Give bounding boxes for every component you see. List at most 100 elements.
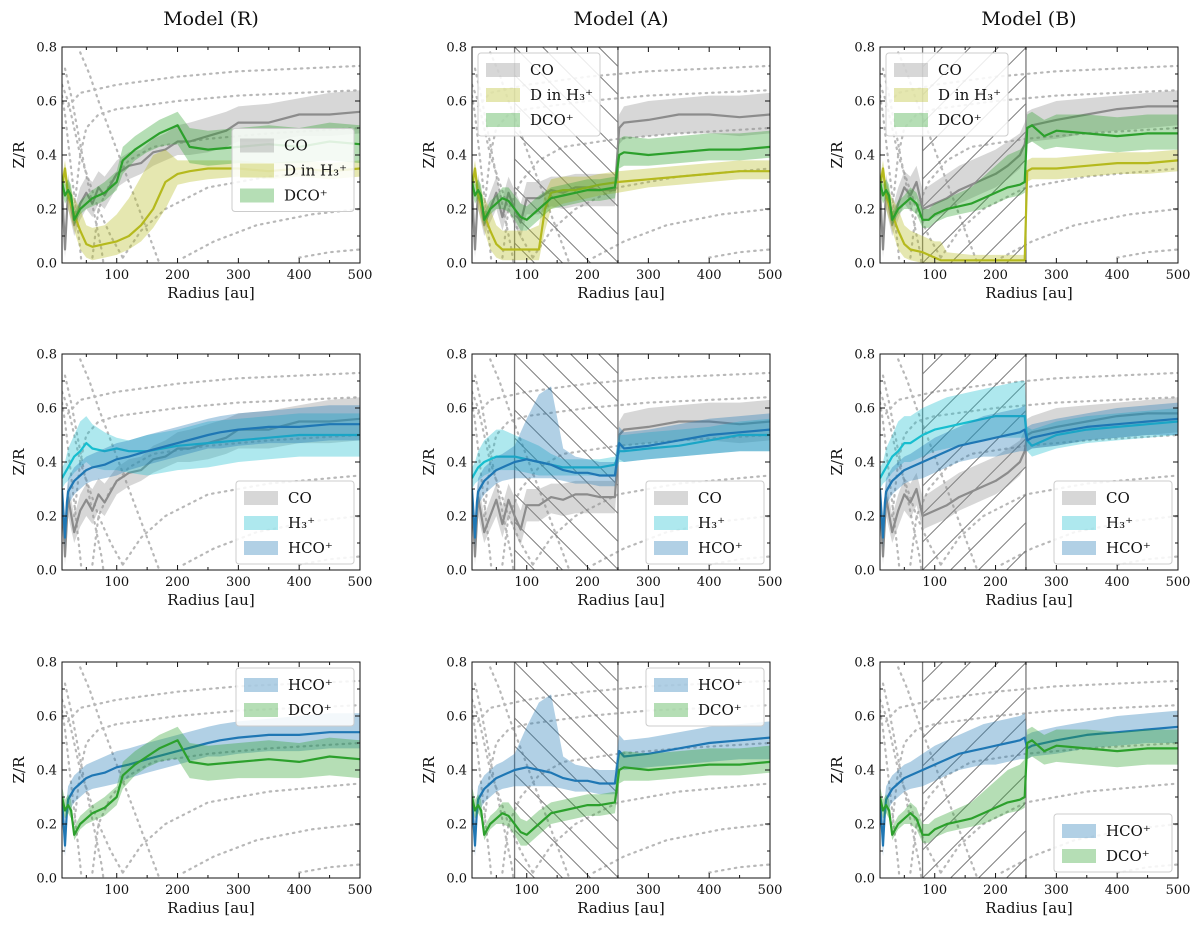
- column-title-0: Model (R): [163, 8, 259, 30]
- legend-swatch-DCO+: [894, 113, 928, 127]
- ytick-label: 0.4: [446, 764, 467, 779]
- band-H3+: [62, 413, 360, 489]
- model-contour-dotted-7: [881, 682, 923, 878]
- hatch-line: [514, 186, 591, 263]
- x-axis-label: Radius [au]: [167, 284, 254, 302]
- line-DCO+: [880, 124, 1178, 221]
- band-HCO+: [62, 405, 360, 549]
- column-title-1: Model (A): [574, 8, 669, 30]
- model-contour-dotted-4: [592, 207, 770, 259]
- ytick-label: 0.4: [36, 149, 57, 164]
- xtick-label: 200: [983, 268, 1008, 283]
- model-contour-dotted-0: [67, 64, 360, 108]
- hatch-line: [922, 662, 999, 739]
- legend-box: [645, 480, 765, 565]
- model-contour-dotted-2: [909, 433, 1178, 566]
- model-contour-dotted-6: [472, 94, 493, 263]
- ytick-label: 0.4: [854, 149, 875, 164]
- model-contour-dotted-9: [880, 698, 942, 874]
- y-axis-label: Z/R: [420, 141, 438, 168]
- hatch-line: [514, 130, 618, 236]
- xtick-label: 400: [697, 268, 722, 283]
- hatch-line: [514, 493, 591, 570]
- legend-label-DCO+: DCO⁺: [938, 111, 982, 129]
- model-contour-dotted-5: [708, 248, 770, 259]
- model-contour-dotted-6: [880, 401, 901, 570]
- plot-area: [62, 358, 360, 570]
- ytick-label: 0.0: [854, 257, 875, 272]
- legend-label-DCO+: DCO⁺: [698, 701, 742, 719]
- legend-label-D_in_H3+: D in H₃⁺: [530, 86, 593, 104]
- ytick-label: 0.8: [446, 656, 467, 671]
- legend-label-CO: CO: [288, 489, 312, 507]
- ytick-label: 0.2: [36, 818, 57, 833]
- ytick-label: 0.2: [446, 510, 467, 525]
- legend-label-CO: CO: [698, 489, 722, 507]
- model-contour-dotted-6: [880, 94, 901, 263]
- xtick-label: 100: [104, 268, 129, 283]
- hatch-line: [922, 745, 1026, 851]
- xtick-label: 300: [636, 575, 661, 590]
- hatch-line: [570, 662, 618, 711]
- legend-swatch-HCO+: [1062, 824, 1096, 838]
- panel-0-1: 0.0 0.2 0.4 0.6 0.8 100 200 300 400 500 Radius [au…: [420, 41, 782, 303]
- hatch-line: [922, 381, 1026, 487]
- model-contour-dotted-8: [489, 358, 571, 570]
- hatch-line: [514, 689, 618, 795]
- ytick-label: 0.6: [36, 402, 57, 417]
- line-HCO+: [880, 725, 1178, 847]
- model-contour-dotted-3: [939, 167, 1178, 259]
- line-DCO+: [880, 739, 1178, 836]
- xtick-label: 300: [1044, 268, 1069, 283]
- ytick-label: 0.6: [36, 95, 57, 110]
- model-contour-dotted-7: [63, 374, 105, 570]
- ytick-label: 0.6: [854, 402, 875, 417]
- legend-swatch-CO: [240, 138, 274, 153]
- legend-swatch-DCO+: [654, 703, 688, 717]
- y-axis-label: Z/R: [420, 448, 438, 475]
- xtick-label: 100: [514, 575, 539, 590]
- xtick-label: 100: [922, 268, 947, 283]
- xtick-label: 400: [287, 268, 312, 283]
- hatch-line: [514, 381, 618, 487]
- y-axis-label: Z/R: [828, 448, 846, 475]
- band-HCO+: [472, 386, 770, 549]
- line-CO: [880, 412, 1178, 558]
- legend-label-DCO+: DCO⁺: [530, 111, 574, 129]
- model-contour-dotted-4: [1000, 207, 1178, 259]
- line-HCO+: [62, 423, 360, 539]
- legend-swatch-HCO+: [654, 678, 688, 692]
- hatch-line: [514, 409, 618, 515]
- xtick-label: 100: [514, 268, 539, 283]
- ytick-label: 0.4: [36, 764, 57, 779]
- legend-box: [235, 480, 355, 565]
- ytick-label: 0.2: [854, 203, 875, 218]
- ytick-label: 0.2: [446, 818, 467, 833]
- hatch-line: [922, 354, 971, 403]
- legend-swatch-CO: [486, 63, 520, 77]
- band-DCO+: [880, 111, 1178, 228]
- legend-swatch-CO: [1062, 491, 1096, 505]
- column-title-2: Model (B): [981, 8, 1076, 30]
- xtick-label: 300: [1044, 575, 1069, 590]
- ytick-label: 0.4: [854, 764, 875, 779]
- legend-box: [645, 667, 765, 727]
- xtick-label: 200: [575, 883, 600, 898]
- panel-1-1: 0.0 0.2 0.4 0.6 0.8 100 200 300 400 500 Radius [au…: [420, 348, 782, 610]
- legend-label-DCO+: DCO⁺: [288, 701, 332, 719]
- panel-2-0: 0.0 0.2 0.4 0.6 0.8 100 200 300 400 500 Radius [au…: [10, 656, 372, 918]
- hatch-line: [922, 354, 999, 431]
- x-axis-label: Radius [au]: [167, 591, 254, 609]
- panel-0-0: 0.0 0.2 0.4 0.6 0.8 100 200 300 400 500 Radius [au…: [10, 41, 372, 303]
- model-contour-dotted-4: [592, 822, 770, 874]
- model-contour-dotted-7: [63, 67, 105, 263]
- model-contour-dotted-1: [483, 704, 770, 826]
- line-HCO+: [880, 417, 1178, 539]
- line-H3+: [472, 433, 770, 479]
- ytick-label: 0.8: [446, 348, 467, 363]
- model-contour-dotted-1: [73, 704, 360, 826]
- ytick-label: 0.0: [446, 257, 467, 272]
- band-DCO+: [62, 726, 360, 841]
- y-axis-label: Z/R: [10, 448, 28, 475]
